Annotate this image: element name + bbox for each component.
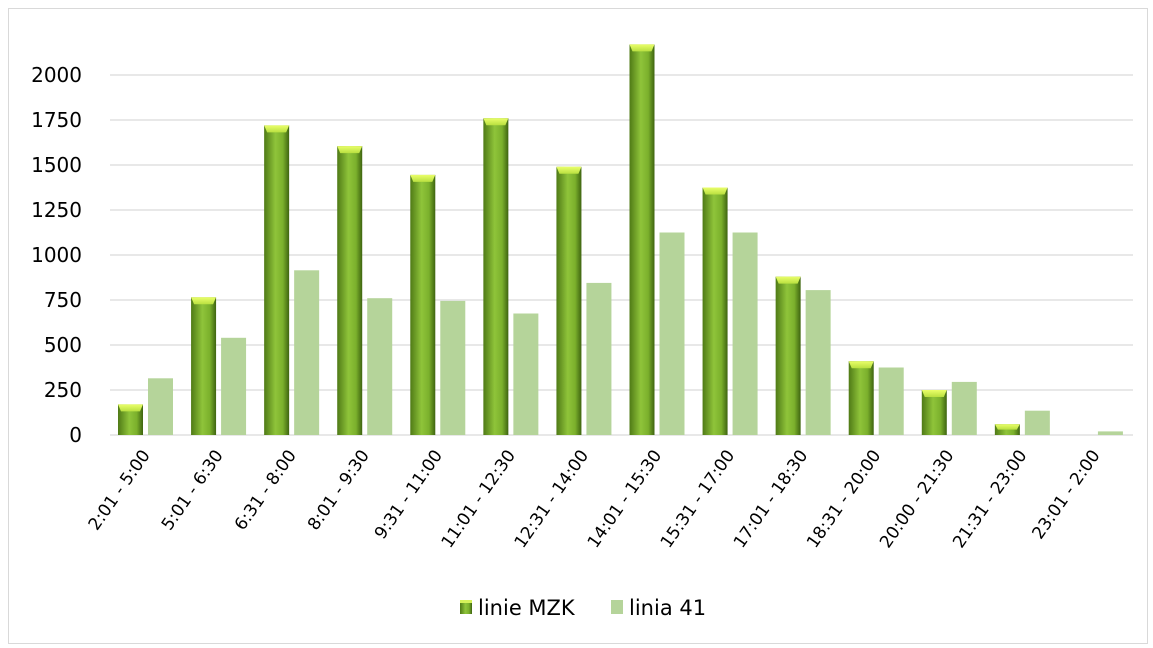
- bar-linia-41: [367, 298, 393, 435]
- bar-linie-mzk: [191, 297, 217, 435]
- x-tick-label: 23:01 - 2:00: [1028, 446, 1104, 543]
- bar-linie-mzk: [483, 118, 509, 435]
- legend-label: linie MZK: [478, 596, 576, 620]
- legend-swatch: [611, 600, 623, 614]
- bar-linie-mzk: [775, 276, 801, 435]
- bar-linie-mzk: [337, 146, 363, 435]
- x-tick-label: 18:31 - 20:00: [803, 446, 885, 552]
- x-tick-label: 20:00 - 21:30: [876, 446, 958, 552]
- legend-item-linia-41: linia 41: [611, 596, 706, 620]
- bar-linie-mzk: [264, 125, 290, 436]
- legend: linie MZK linia 41: [460, 596, 706, 620]
- y-tick-label: 1500: [31, 153, 82, 177]
- bar-linie-mzk: [994, 424, 1020, 435]
- bar-linia-41: [513, 313, 539, 435]
- legend-label: linia 41: [629, 596, 706, 620]
- bar-linie-mzk: [921, 390, 947, 435]
- bars: [118, 44, 1123, 436]
- bar-linie-mzk: [118, 404, 143, 435]
- y-tick-label: 500: [44, 333, 82, 357]
- y-tick-label: 2000: [31, 63, 82, 87]
- gridlines: [110, 74, 1133, 436]
- bar-linia-41: [440, 300, 466, 435]
- x-tick-label: 21:31 - 23:00: [949, 446, 1031, 552]
- legend-swatch: [460, 600, 472, 614]
- bar-linia-41: [1024, 410, 1050, 435]
- bar-linia-41: [805, 290, 831, 435]
- bar-linia-41: [659, 232, 685, 435]
- y-tick-label: 1250: [31, 198, 82, 222]
- bar-linia-41: [221, 337, 247, 435]
- bar-linia-41: [1097, 431, 1123, 435]
- x-axis: 2:01 - 5:00 5:01 - 6:30 6:31 - 8:00 8:01 - …: [85, 446, 1105, 552]
- x-tick-label: 5:01 - 6:30: [158, 446, 228, 534]
- y-axis: 0 250 500 750 1000 1250 1500 1750 2000: [31, 63, 82, 447]
- x-tick-label: 17:01 - 18:30: [730, 446, 812, 552]
- x-tick-label: 11:01 - 12:30: [438, 446, 520, 552]
- x-tick-label: 14:01 - 15:30: [584, 446, 666, 552]
- x-tick-label: 2:01 - 5:00: [85, 446, 155, 534]
- y-tick-label: 250: [44, 378, 82, 402]
- bar-linie-mzk: [410, 174, 436, 435]
- y-tick-label: 1000: [31, 243, 82, 267]
- bar-linia-41: [586, 282, 612, 435]
- x-tick-label: 12:31 - 14:00: [511, 446, 593, 552]
- x-tick-label: 8:01 - 9:30: [304, 446, 374, 534]
- bar-linie-mzk: [848, 361, 874, 435]
- legend-item-linie-mzk: linie MZK: [460, 596, 576, 620]
- bar-linie-mzk: [629, 44, 655, 436]
- x-tick-label: 6:31 - 8:00: [231, 446, 301, 534]
- y-tick-label: 750: [44, 288, 82, 312]
- bar-linia-41: [294, 270, 320, 435]
- bar-linia-41: [951, 381, 977, 435]
- bar-linia-41: [148, 378, 173, 435]
- bar-linia-41: [878, 367, 904, 435]
- bar-linie-mzk: [702, 187, 728, 435]
- y-tick-label: 1750: [31, 108, 82, 132]
- bar-linia-41: [732, 232, 758, 435]
- bar-linie-mzk: [556, 166, 582, 436]
- x-tick-label: 15:31 - 17:00: [657, 446, 739, 552]
- y-tick-label: 0: [69, 423, 82, 447]
- x-tick-label: 9:31 - 11:00: [371, 446, 447, 543]
